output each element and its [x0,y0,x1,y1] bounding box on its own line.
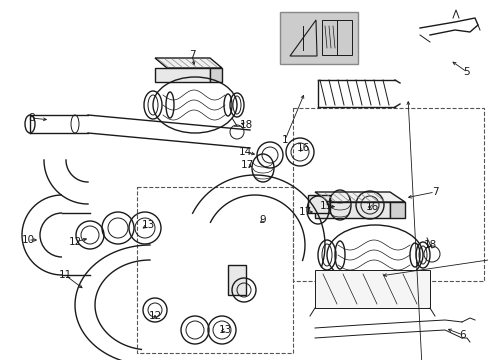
Text: 5: 5 [463,67,469,77]
Text: 18: 18 [423,240,436,250]
Text: 8: 8 [29,113,35,123]
Polygon shape [314,202,389,218]
Text: 12: 12 [68,237,81,247]
Text: 7: 7 [188,50,195,60]
Text: 18: 18 [239,120,252,130]
Bar [293,108,483,281]
Text: 13: 13 [218,325,231,335]
Polygon shape [155,68,209,82]
Text: 10: 10 [21,235,35,245]
Text: 12: 12 [148,311,162,321]
Text: 1: 1 [281,135,288,145]
Text: 15: 15 [319,201,332,211]
Polygon shape [389,202,404,218]
Text: 7: 7 [431,187,437,197]
Text: 16: 16 [365,202,378,212]
Text: 14: 14 [238,147,251,157]
Text: 9: 9 [259,215,266,225]
Polygon shape [155,58,222,68]
Bar [137,187,293,353]
Text: 13: 13 [141,220,154,230]
Bar [321,20,351,55]
Text: 17: 17 [240,160,253,170]
Bar [314,270,429,308]
FancyBboxPatch shape [280,12,357,64]
Polygon shape [314,192,404,202]
Text: 17: 17 [298,207,311,217]
Polygon shape [209,68,222,82]
Text: 6: 6 [459,330,466,340]
Text: 11: 11 [58,270,71,280]
Bar [307,195,329,213]
Text: 16: 16 [296,143,309,153]
Bar [227,265,245,295]
